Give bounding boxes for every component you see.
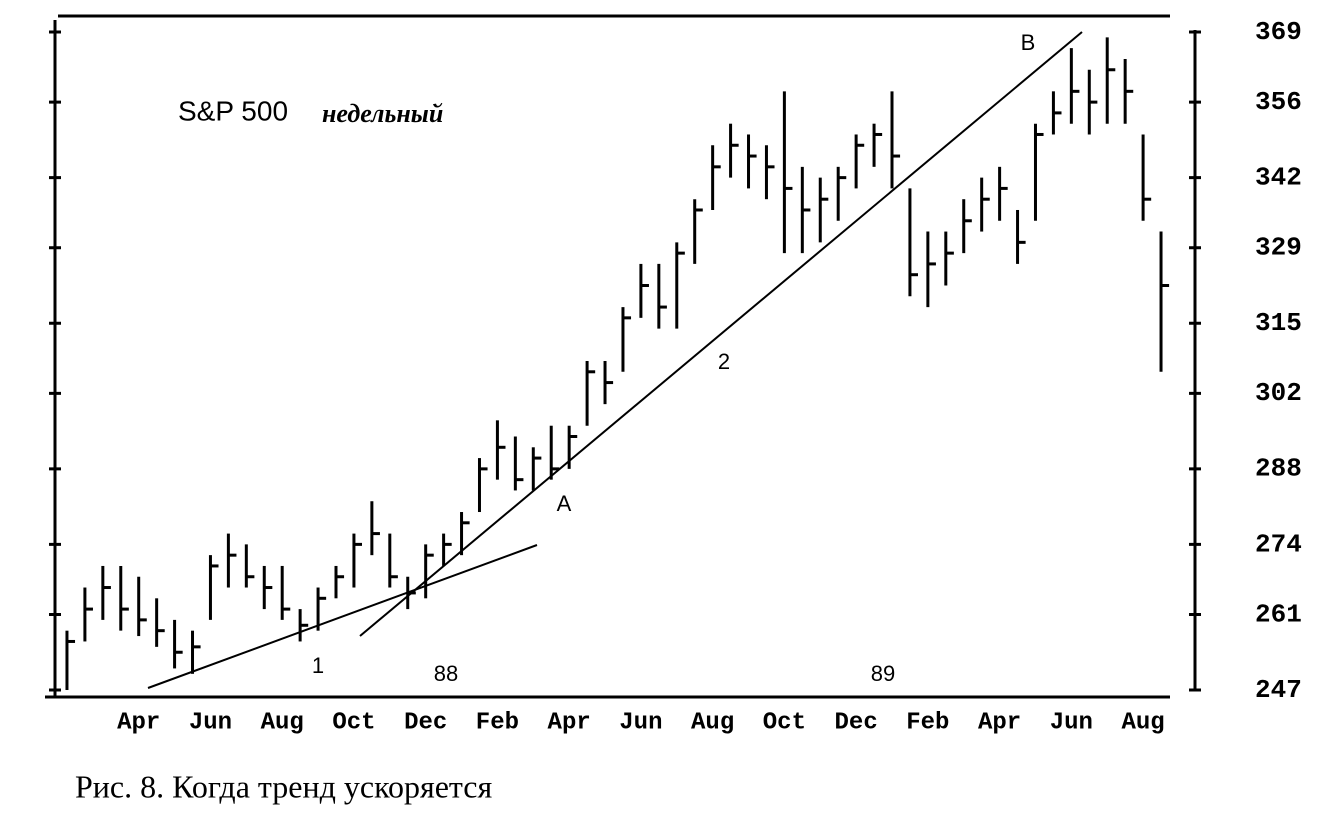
- annotation: A: [557, 491, 572, 516]
- chart-title: S&P 500: [178, 95, 288, 126]
- x-tick-label: Oct: [763, 709, 806, 736]
- x-tick-label: Jun: [619, 709, 662, 736]
- x-tick-label: Aug: [1121, 709, 1164, 736]
- x-tick-label: Feb: [906, 709, 949, 736]
- y-tick-label: 329: [1255, 233, 1302, 263]
- x-tick-label: Jun: [1050, 709, 1093, 736]
- chart-subtitle: недельный: [322, 99, 443, 128]
- annotation: 88: [434, 661, 458, 686]
- frame: [45, 14, 1197, 699]
- y-tick-label: 315: [1255, 308, 1302, 338]
- x-tick-label: Dec: [835, 709, 878, 736]
- annotation: 2: [718, 349, 730, 374]
- y-tick-label: 302: [1255, 378, 1302, 408]
- y-tick-label: 369: [1255, 17, 1302, 47]
- y-tick-label: 261: [1255, 599, 1302, 629]
- y-tick-label: 342: [1255, 162, 1302, 192]
- y-tick-label: 356: [1255, 87, 1302, 117]
- annotation: B: [1021, 30, 1036, 55]
- x-tick-label: Apr: [978, 709, 1021, 736]
- y-tick-label: 274: [1255, 529, 1302, 559]
- x-tick-label: Oct: [332, 709, 375, 736]
- x-tick-label: Apr: [117, 709, 160, 736]
- trend-lines: [147, 31, 1083, 689]
- x-tick-label: Apr: [548, 709, 591, 736]
- annotation: 89: [871, 661, 895, 686]
- annotation: 1: [312, 653, 324, 678]
- x-tick-label: Jun: [189, 709, 232, 736]
- x-tick-label: Feb: [476, 709, 519, 736]
- x-tick-label: Aug: [261, 709, 304, 736]
- y-tick-label: 247: [1255, 675, 1302, 705]
- y-tick-label: 288: [1255, 454, 1302, 484]
- caption: Рис. 8. Когда тренд ускоряется: [75, 768, 493, 804]
- x-tick-label: Aug: [691, 709, 734, 736]
- x-tick-label: Dec: [404, 709, 447, 736]
